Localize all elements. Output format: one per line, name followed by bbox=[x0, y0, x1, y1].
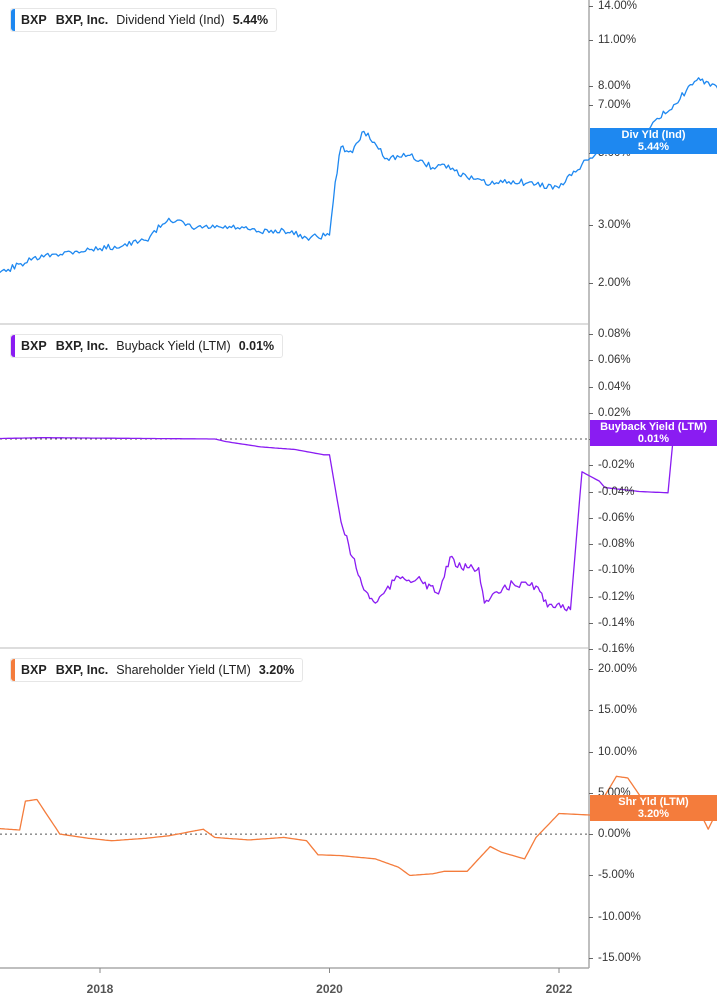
legend-dividend-yield[interactable]: BXP BXP, Inc. Dividend Yield (Ind) 5.44% bbox=[10, 8, 278, 32]
y-tick-mark bbox=[589, 649, 593, 650]
y-tick-label: -0.12% bbox=[598, 590, 635, 603]
series-line bbox=[0, 430, 717, 612]
y-tick-mark bbox=[589, 6, 593, 7]
y-tick-label: 10.00% bbox=[598, 745, 638, 758]
y-tick-label: 14.00% bbox=[598, 0, 638, 12]
y-tick-mark bbox=[589, 622, 593, 624]
last-value-badge-shareholder: Shr Yld (LTM) 3.20% bbox=[590, 795, 717, 821]
y-tick-mark bbox=[589, 465, 593, 467]
y-tick-label: 0.00% bbox=[598, 828, 631, 841]
legend-ticker: BXP bbox=[21, 13, 47, 27]
y-tick-mark bbox=[589, 225, 593, 227]
badge-value: 0.01% bbox=[637, 433, 670, 445]
x-tick-label: 2022 bbox=[545, 982, 573, 996]
y-tick-label: 0.08% bbox=[598, 328, 631, 340]
y-tick-mark bbox=[589, 85, 593, 87]
x-tick-label: 2018 bbox=[86, 982, 114, 996]
y-tick-label: -0.06% bbox=[598, 511, 635, 524]
y-tick-mark bbox=[589, 958, 593, 959]
y-tick-label: 2.00% bbox=[598, 277, 631, 289]
y-tick-label: -0.02% bbox=[598, 459, 635, 472]
y-tick-label: -0.04% bbox=[598, 485, 635, 498]
y-tick-mark bbox=[589, 751, 593, 753]
badge-label: Buyback Yield (LTM) bbox=[600, 421, 707, 433]
y-tick-label: 20.00% bbox=[598, 663, 638, 675]
y-tick-mark bbox=[589, 283, 593, 284]
y-tick-mark bbox=[589, 596, 593, 598]
y-tick-mark bbox=[589, 916, 593, 918]
legend-metric: Buyback Yield (LTM) bbox=[116, 339, 231, 353]
legend-value: 0.01% bbox=[238, 339, 275, 353]
legend-company: BXP, Inc. bbox=[55, 663, 109, 677]
y-tick-mark bbox=[589, 570, 593, 572]
legend-metric: Shareholder Yield (LTM) bbox=[116, 663, 251, 677]
legend-company: BXP, Inc. bbox=[55, 13, 109, 27]
badge-label: Shr Yld (LTM) bbox=[618, 796, 689, 808]
y-tick-mark bbox=[589, 412, 593, 414]
y-tick-mark bbox=[589, 544, 593, 545]
legend-shareholder-yield[interactable]: BXP BXP, Inc. Shareholder Yield (LTM) 3.… bbox=[10, 658, 304, 682]
y-tick-label: 0.02% bbox=[598, 406, 631, 419]
y-tick-label: 11.00% bbox=[598, 34, 637, 47]
y-tick-mark bbox=[589, 875, 593, 877]
y-tick-mark bbox=[589, 710, 593, 712]
y-tick-label: -5.00% bbox=[598, 869, 635, 882]
y-tick-mark bbox=[589, 834, 593, 836]
y-tick-label: 15.00% bbox=[598, 704, 638, 717]
x-tick-label: 2020 bbox=[316, 982, 343, 996]
y-tick-mark bbox=[589, 386, 593, 388]
legend-buyback-yield[interactable]: BXP BXP, Inc. Buyback Yield (LTM) 0.01% bbox=[10, 334, 284, 358]
series-color-swatch bbox=[11, 335, 15, 357]
y-tick-label: -10.00% bbox=[598, 910, 641, 923]
y-tick-mark bbox=[589, 792, 593, 794]
y-tick-label: -0.10% bbox=[598, 564, 635, 577]
series-line bbox=[0, 775, 717, 877]
y-tick-label: -0.08% bbox=[598, 538, 635, 550]
legend-value: 3.20% bbox=[258, 663, 295, 677]
y-tick-label: -15.00% bbox=[598, 952, 641, 964]
legend-ticker: BXP bbox=[21, 339, 47, 353]
y-tick-label: 8.00% bbox=[598, 79, 631, 92]
badge-value: 3.20% bbox=[637, 808, 670, 820]
y-tick-label: 0.06% bbox=[598, 354, 631, 367]
y-tick-mark bbox=[589, 517, 593, 519]
series-line bbox=[0, 77, 717, 274]
y-tick-mark bbox=[589, 40, 593, 42]
y-tick-mark bbox=[589, 334, 593, 335]
y-tick-label: 7.00% bbox=[598, 98, 631, 111]
legend-value: 5.44% bbox=[232, 13, 269, 27]
y-tick-label: -0.14% bbox=[598, 616, 635, 629]
y-tick-mark bbox=[589, 104, 593, 106]
y-tick-mark bbox=[589, 360, 593, 362]
badge-label: Div Yld (Ind) bbox=[621, 129, 686, 141]
y-tick-label: 0.04% bbox=[598, 380, 631, 393]
last-value-badge-dividend: Div Yld (Ind) 5.44% bbox=[590, 128, 717, 154]
series-color-swatch bbox=[11, 9, 15, 31]
y-tick-label: 3.00% bbox=[598, 219, 631, 232]
series-color-swatch bbox=[11, 659, 15, 681]
y-tick-mark bbox=[589, 491, 593, 493]
y-tick-mark bbox=[589, 669, 593, 670]
legend-company: BXP, Inc. bbox=[55, 339, 109, 353]
legend-metric: Dividend Yield (Ind) bbox=[116, 13, 225, 27]
badge-value: 5.44% bbox=[637, 141, 670, 153]
y-tick-label: -0.16% bbox=[598, 643, 635, 655]
last-value-badge-buyback: Buyback Yield (LTM) 0.01% bbox=[590, 420, 717, 446]
legend-ticker: BXP bbox=[21, 663, 47, 677]
